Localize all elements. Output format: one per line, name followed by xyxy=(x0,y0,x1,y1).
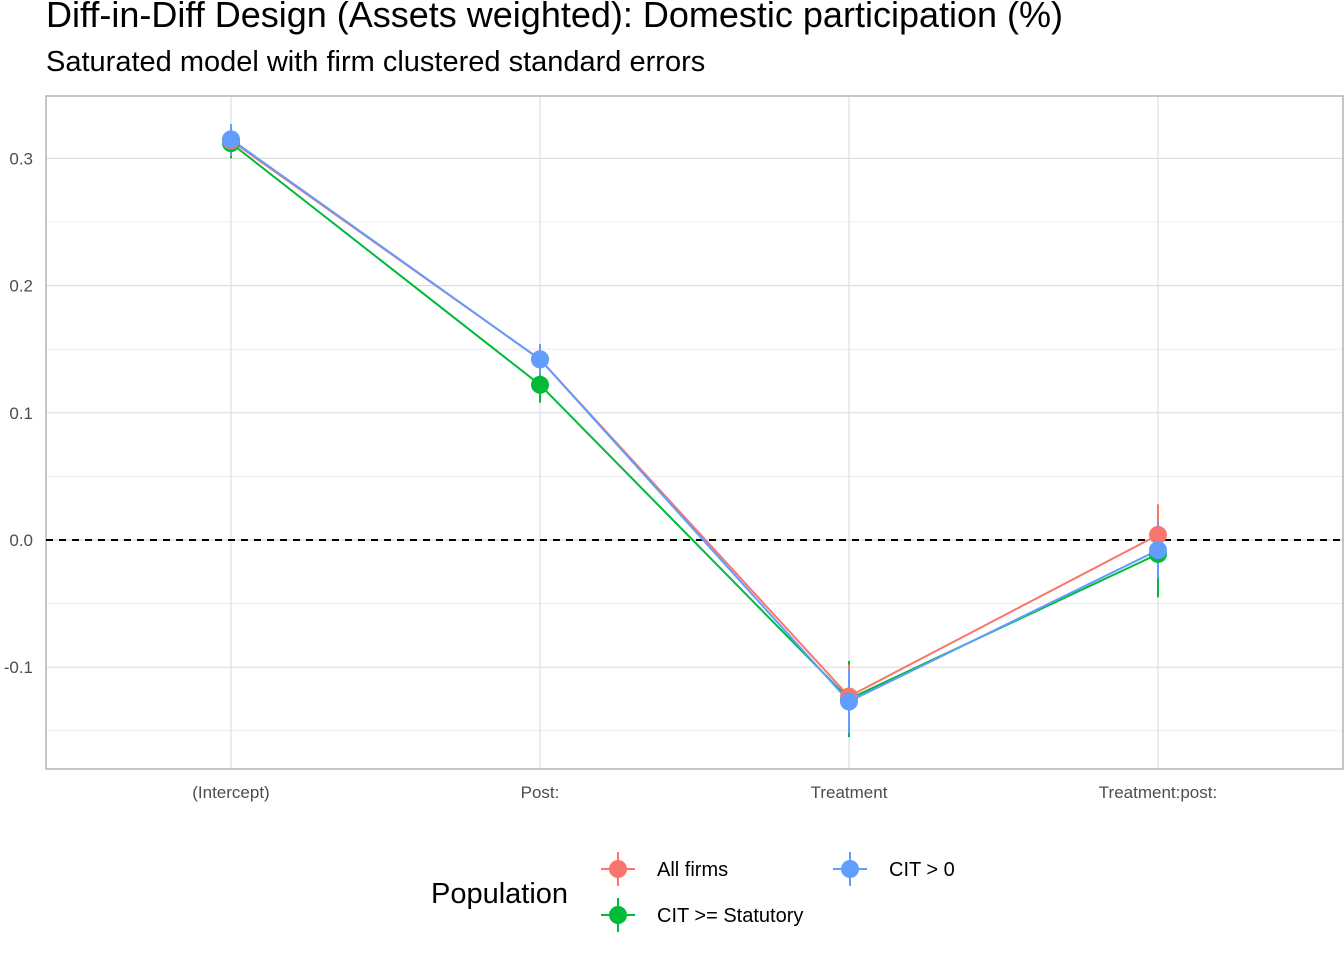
data-point xyxy=(1149,541,1167,560)
series-line xyxy=(230,139,1159,698)
legend-key-point xyxy=(609,860,627,878)
y-tick-label: 0.1 xyxy=(9,404,33,423)
legend-key-point xyxy=(609,906,627,924)
legend-label: CIT > 0 xyxy=(889,859,955,881)
data-point xyxy=(222,130,240,149)
legend-label: CIT >= Statutory xyxy=(657,905,803,927)
y-tick-label: -0.1 xyxy=(4,658,33,677)
legend: Population All firms CIT >= Statutory CIT >… xyxy=(431,852,955,932)
grid-layer xyxy=(45,95,1344,770)
series-line xyxy=(230,142,1159,701)
chart-title: Diff-in-Diff Design (Assets weighted): D… xyxy=(46,0,1064,35)
panel-border xyxy=(45,95,1344,770)
series-layer xyxy=(222,124,1167,738)
x-tick-label: (Intercept) xyxy=(192,783,269,802)
x-tick-label: Post: xyxy=(521,783,560,802)
chart-subtitle: Saturated model with firm clustered stan… xyxy=(46,46,706,78)
data-point xyxy=(840,692,858,711)
legend-label: All firms xyxy=(657,859,728,881)
y-tick-label: 0.3 xyxy=(9,149,33,168)
axis-layer: -0.1 0.0 0.1 0.2 0.3 (Intercept) Post: Treatmen… xyxy=(4,149,1343,802)
y-tick-label: 0.0 xyxy=(9,531,33,550)
x-tick-label: Treatment xyxy=(811,783,888,802)
data-point xyxy=(1149,525,1167,544)
series-line xyxy=(230,138,1159,703)
data-point xyxy=(531,375,549,394)
y-tick-label: 0.2 xyxy=(9,277,33,296)
data-point xyxy=(531,350,549,369)
legend-title: Population xyxy=(431,878,568,910)
legend-key-point xyxy=(841,860,859,878)
x-tick-label: Treatment:post: xyxy=(1099,783,1217,802)
